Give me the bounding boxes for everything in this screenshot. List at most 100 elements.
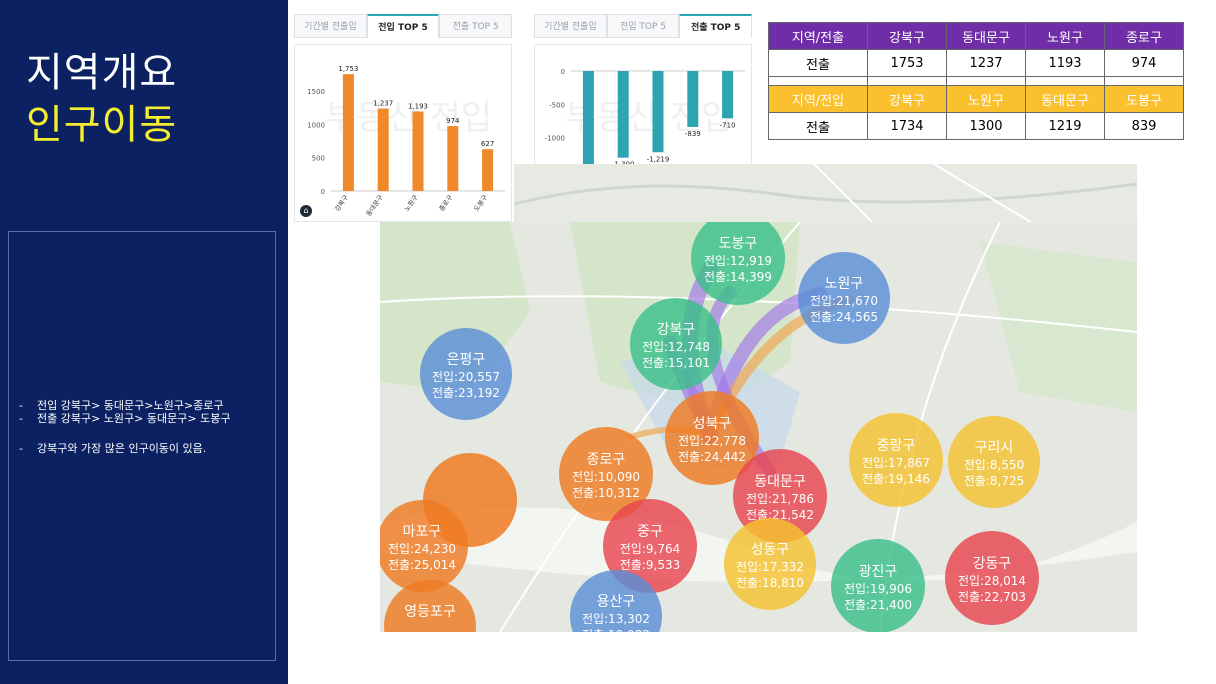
- page-title: 지역개요: [26, 50, 178, 96]
- data-label: -710: [720, 121, 736, 129]
- district-outflow: 전출:22,703: [958, 590, 1026, 604]
- tick-label: 0: [561, 68, 565, 76]
- table-cell: 지역/전출: [768, 22, 868, 50]
- outflow-chart-panel: 기간별 전출입 전입 TOP 5 전출 TOP 5 부동산 전입 0 -500 -1…: [534, 14, 753, 222]
- outflow-tabs: 기간별 전출입 전입 TOP 5 전출 TOP 5: [534, 14, 753, 40]
- district-name: 구리시: [975, 440, 1014, 456]
- district-name: 도봉구: [719, 236, 758, 252]
- table-cell: 974: [1104, 49, 1184, 77]
- tab-inflow-top5[interactable]: 전입 TOP 5: [366, 14, 440, 38]
- outflow-header-row: 지역/전출 강북구 동대문구 노원구 종로구: [768, 22, 1184, 50]
- district-name: 종로구: [587, 452, 626, 468]
- summary-item: 전입 강북구> 동대문구>노원구>종로구: [19, 400, 267, 413]
- district-name: 중랑구: [877, 438, 916, 454]
- table-cell: 839: [1104, 112, 1184, 140]
- summary-item: 전출 강북구> 노원구> 동대문구> 도봉구: [19, 413, 267, 426]
- district-name: 용산구: [597, 594, 636, 610]
- district-outflow: 전출:23,192: [432, 386, 500, 400]
- table-cell: 1734: [867, 112, 947, 140]
- tick-label: -1000: [545, 135, 565, 143]
- district-name: 동대문구: [754, 474, 806, 490]
- table-cell: 1300: [946, 112, 1026, 140]
- bar: [652, 71, 664, 153]
- district-outflow: 전출:8,725: [964, 474, 1024, 488]
- district-name: 강북구: [657, 322, 696, 338]
- brand-icon: ⌂: [300, 205, 312, 217]
- table-spacer: [768, 76, 1184, 86]
- district-outflow: 전출:9,533: [620, 558, 680, 572]
- district-outflow: 전출:25,014: [388, 558, 456, 572]
- district-name: 마포구: [403, 524, 442, 540]
- population-flow-map[interactable]: 도봉구 전입:12,919 전출:14,399 노원구 전입:21,670 전출:24,5…: [380, 222, 1137, 632]
- category-label: 도봉구: [472, 194, 489, 213]
- category-label: 강북구: [332, 193, 350, 213]
- summary-box: 전입 강북구> 동대문구>노원구>종로구 전출 강북구> 노원구> 동대문구> …: [8, 231, 276, 661]
- table-cell: 강북구: [867, 22, 947, 50]
- table-cell: 1219: [1025, 112, 1105, 140]
- district-outflow: 전출:21,542: [746, 508, 814, 522]
- data-label: 627: [481, 140, 494, 148]
- bar: [617, 71, 629, 158]
- bar: [377, 108, 389, 191]
- inflow-tabs: 기간별 전출입 전입 TOP 5 전출 TOP 5: [294, 14, 513, 40]
- inflow-bar-chart: 0 500 1000 1500 1,753 강북구 1,237 동대문구 1,193 노원구 974…: [307, 65, 505, 218]
- district-inflow: 전입:13,302: [582, 612, 650, 626]
- tab-outflow-top5[interactable]: 전출 TOP 5: [679, 14, 753, 38]
- tick-label: 500: [312, 155, 325, 163]
- table-cell: 종로구: [1104, 22, 1184, 50]
- category-label: 종로구: [438, 194, 455, 213]
- district-bubble[interactable]: 영등포구: [384, 580, 476, 632]
- bar: [722, 71, 734, 119]
- district-inflow: 전입:8,550: [964, 458, 1024, 472]
- district-outflow: 전출:10,312: [572, 486, 640, 500]
- tab-outflow-top5[interactable]: 전출 TOP 5: [439, 14, 513, 38]
- district-outflow: 전출:19,146: [862, 472, 930, 486]
- tab-inflow-top5[interactable]: 전입 TOP 5: [606, 14, 680, 38]
- tick-label: 1000: [307, 121, 325, 129]
- tick-label: 0: [321, 188, 325, 196]
- tab-period[interactable]: 기간별 전출입: [534, 14, 607, 38]
- tick-label: -500: [549, 101, 565, 109]
- district-name: 은평구: [447, 352, 486, 368]
- district-inflow: 전입:24,230: [388, 542, 456, 556]
- district-name: 강동구: [973, 556, 1012, 572]
- data-label: 1,237: [373, 100, 393, 108]
- district-outflow: 전출:19,982: [582, 628, 650, 632]
- district-name: 중구: [637, 524, 663, 540]
- map-background-top: [514, 164, 1137, 224]
- district-inflow: 전입:9,764: [620, 542, 680, 556]
- table-cell: 전출: [768, 112, 868, 140]
- table-cell: 노원구: [1025, 22, 1105, 50]
- data-label: 1,193: [408, 102, 428, 110]
- district-inflow: 전입:19,906: [844, 582, 912, 596]
- district-inflow: 전입:10,090: [572, 470, 640, 484]
- district-inflow: 전입:12,919: [704, 254, 772, 268]
- bar: [412, 111, 424, 191]
- category-label: 동대문구: [365, 194, 385, 218]
- bar: [342, 74, 354, 191]
- tick-label: 1500: [307, 88, 325, 96]
- district-outflow: 전출:18,810: [736, 576, 804, 590]
- district-name: 성북구: [693, 416, 732, 432]
- tab-period[interactable]: 기간별 전출입: [294, 14, 367, 38]
- inflow-header-row: 지역/전입 강북구 노원구 동대문구 도봉구: [768, 85, 1184, 113]
- data-label: -1,219: [647, 155, 670, 163]
- inflow-value-row: 전출 1734 1300 1219 839: [768, 112, 1184, 140]
- table-cell: 동대문구: [1025, 85, 1105, 113]
- outflow-value-row: 전출 1753 1237 1193 974: [768, 49, 1184, 77]
